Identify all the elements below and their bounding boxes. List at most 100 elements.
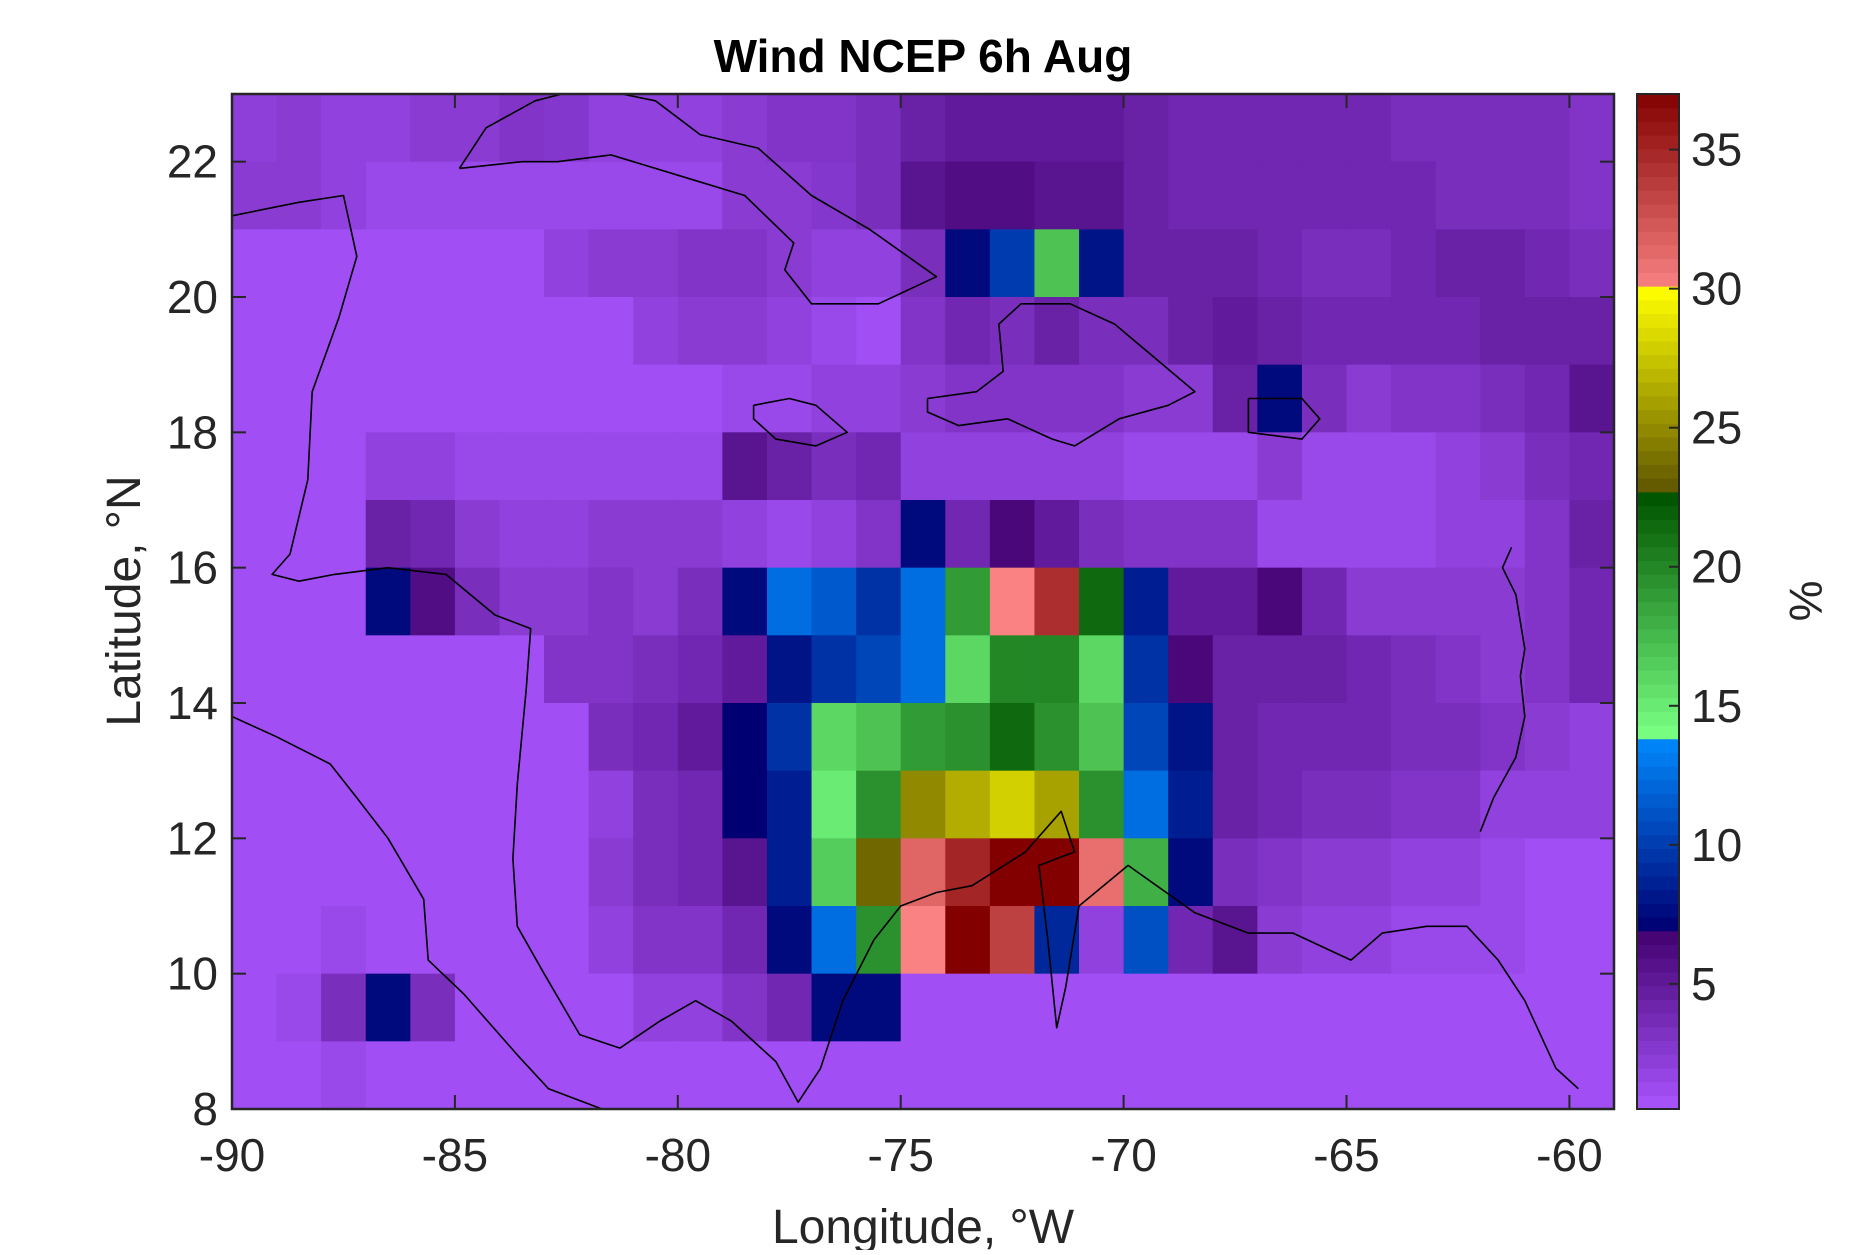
colorbar-swatch	[1637, 985, 1679, 1000]
heatmap-cell	[499, 94, 545, 163]
heatmap-cell	[1123, 1041, 1169, 1109]
heatmap-cell	[1034, 703, 1080, 772]
colorbar-swatch	[1637, 587, 1679, 603]
heatmap-cell	[1079, 500, 1125, 569]
heatmap-cell	[365, 1041, 411, 1109]
heatmap-cell	[900, 432, 946, 501]
heatmap-cell	[588, 364, 634, 433]
heatmap-cell	[1168, 229, 1214, 298]
heatmap-cell	[989, 161, 1036, 230]
heatmap-cell	[856, 432, 902, 501]
heatmap-cell	[722, 770, 768, 839]
heatmap-cell	[722, 838, 768, 907]
heatmap-cell	[588, 906, 634, 975]
heatmap-cell	[1480, 94, 1526, 163]
heatmap-cell	[1257, 906, 1303, 975]
heatmap-cell	[410, 297, 456, 366]
heatmap-cell	[1480, 1041, 1526, 1109]
colorbar-swatch	[1637, 368, 1679, 383]
heatmap-cell	[766, 838, 813, 907]
heatmap-cell	[856, 973, 902, 1042]
heatmap-cell	[1346, 838, 1392, 907]
heatmap-cell	[232, 635, 278, 704]
heatmap-cell	[1480, 297, 1526, 366]
heatmap-cell	[722, 635, 768, 704]
heatmap-cell	[1569, 94, 1614, 163]
heatmap-cell	[321, 1041, 367, 1109]
heatmap-cell	[321, 635, 367, 704]
colorbar-tick-label: 35	[1691, 124, 1742, 176]
heatmap-cell	[1079, 838, 1125, 907]
y-axis: 8 10 12 14 16 18 20 22	[167, 136, 1614, 1135]
heatmap-cell	[1079, 770, 1125, 839]
heatmap-cell	[677, 161, 723, 230]
colorbar-swatch	[1637, 176, 1679, 191]
heatmap-cell	[1435, 838, 1481, 907]
heatmap-cell	[1257, 770, 1303, 839]
heatmap-cell	[1435, 635, 1481, 704]
heatmap-cell	[454, 703, 501, 772]
colorbar-swatch	[1637, 519, 1679, 534]
heatmap-cell	[499, 973, 545, 1042]
colorbar-swatch	[1637, 148, 1679, 164]
heatmap-cell	[321, 297, 367, 366]
heatmap-cell	[1524, 770, 1571, 839]
heatmap-cell	[633, 500, 679, 569]
heatmap-cell	[1079, 364, 1125, 433]
heatmap-cells	[232, 94, 1614, 1109]
colorbar-swatch	[1637, 944, 1679, 959]
heatmap-cell	[811, 229, 857, 298]
colorbar-swatch	[1637, 724, 1679, 740]
heatmap-cell	[1257, 973, 1303, 1042]
heatmap-cell	[1123, 838, 1169, 907]
heatmap-cell	[365, 161, 411, 230]
heatmap-cell	[633, 770, 679, 839]
heatmap-cell	[1079, 94, 1125, 163]
heatmap-cell	[1168, 297, 1214, 366]
heatmap-cell	[1435, 770, 1481, 839]
heatmap-cell	[1569, 973, 1614, 1042]
heatmap-cell	[410, 500, 456, 569]
heatmap-cell	[321, 906, 367, 975]
heatmap-cell	[1301, 770, 1348, 839]
heatmap-cell	[365, 770, 411, 839]
heatmap-cell	[722, 432, 768, 501]
colorbar-swatch	[1637, 436, 1679, 452]
heatmap-cell	[1391, 297, 1437, 366]
heatmap-cell	[945, 973, 991, 1042]
heatmap-cell	[1123, 703, 1169, 772]
plot-frame	[230, 92, 1616, 1111]
heatmap-cell	[1168, 906, 1214, 975]
colorbar-tick-label: 20	[1691, 541, 1742, 593]
heatmap-cell	[1391, 500, 1437, 569]
heatmap-cell	[1346, 703, 1392, 772]
heatmap-cell	[1391, 229, 1437, 298]
heatmap-cell	[1168, 161, 1214, 230]
heatmap-cell	[1524, 229, 1571, 298]
colorbar-swatch	[1637, 1067, 1679, 1083]
heatmap-cell	[722, 500, 768, 569]
heatmap-cell	[1079, 635, 1125, 704]
heatmap-cell	[365, 567, 411, 636]
heatmap-cell	[410, 229, 456, 298]
colorbar-swatch	[1637, 382, 1679, 397]
colorbar-label: %	[1780, 581, 1832, 622]
heatmap-cell	[1034, 161, 1080, 230]
colorbar-swatch	[1637, 916, 1679, 932]
heatmap-cell	[856, 567, 902, 636]
heatmap-cell	[544, 364, 590, 433]
heatmap-cell	[1212, 432, 1258, 501]
colorbar-swatch	[1637, 601, 1679, 616]
y-tick-label: 18	[167, 406, 218, 458]
heatmap-cell	[321, 703, 367, 772]
heatmap-cell	[722, 229, 768, 298]
heatmap-cell	[1168, 94, 1214, 163]
heatmap-cell	[677, 500, 723, 569]
heatmap-cell	[856, 906, 902, 975]
heatmap-cell	[1435, 161, 1481, 230]
heatmap-cell	[1346, 432, 1392, 501]
heatmap-cell	[1034, 770, 1080, 839]
heatmap-cell	[454, 364, 501, 433]
heatmap-cell	[499, 1041, 545, 1109]
heatmap-cell	[232, 432, 278, 501]
